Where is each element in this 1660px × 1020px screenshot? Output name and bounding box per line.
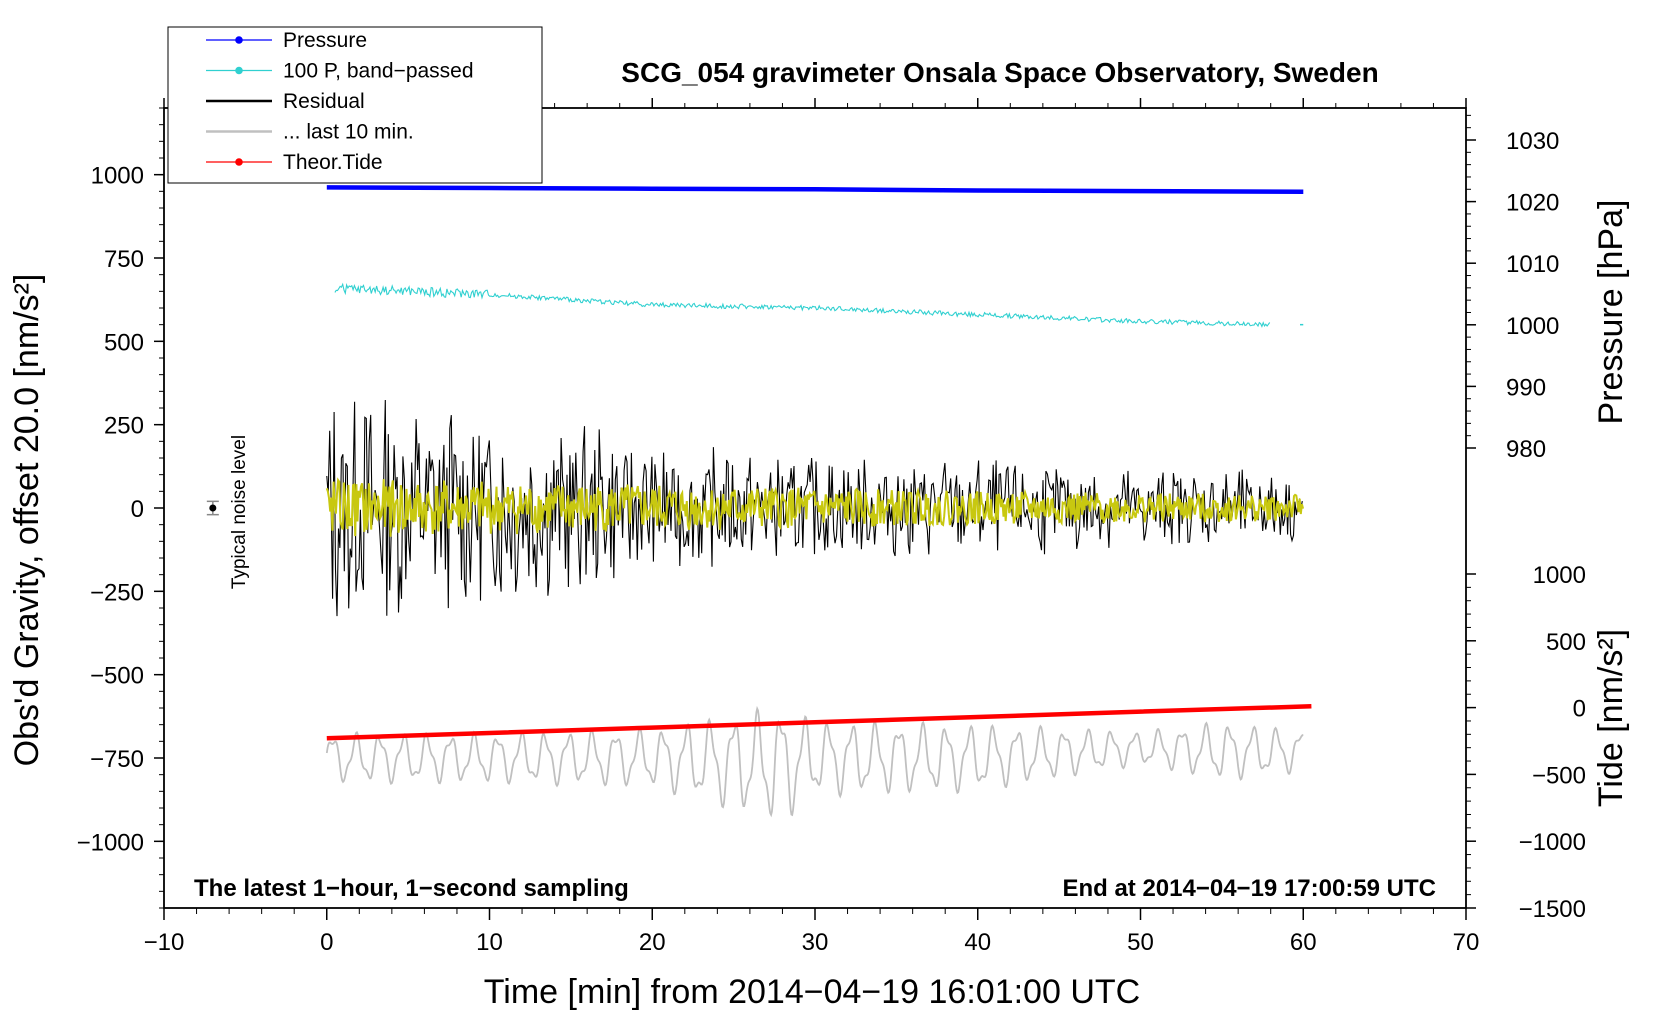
legend-swatch-marker	[235, 66, 243, 75]
x-tick-label: 70	[1453, 929, 1480, 956]
tide-tick-label: 1000	[1533, 562, 1586, 589]
y-tick-label-left: −1000	[77, 829, 144, 856]
y-axis-title-pressure: Pressure [hPa]	[1592, 200, 1630, 425]
legend-label: ... last 10 min.	[283, 121, 414, 144]
tide-tick-label: −500	[1532, 762, 1586, 789]
y-tick-label-left: −750	[90, 746, 144, 773]
pressure-tick-label: 980	[1506, 436, 1546, 463]
legend-label: Residual	[283, 90, 365, 113]
y-tick-label-left: 250	[104, 413, 144, 440]
pressure-tick-label: 1020	[1506, 190, 1559, 217]
legend-label: Theor.Tide	[283, 151, 383, 174]
y-tick-label-left: −500	[90, 663, 144, 690]
tide-tick-label: 500	[1546, 629, 1586, 656]
note-sampling: The latest 1−hour, 1−second sampling	[194, 875, 629, 902]
y-tick-label-left: 1000	[91, 163, 144, 190]
x-tick-label: 10	[476, 929, 503, 956]
legend-label: Pressure	[283, 29, 367, 52]
x-tick-label: 20	[639, 929, 666, 956]
legend: Pressure 100 P, band−passed Residual ... la…	[167, 26, 543, 184]
legend-box	[167, 26, 543, 184]
x-tick-label: 0	[320, 929, 333, 956]
y-tick-label-left: 750	[104, 246, 144, 273]
series-residual	[326, 399, 1303, 617]
y-tick-label-left: 500	[104, 329, 144, 356]
y-tick-label-left: −250	[90, 579, 144, 606]
series-band-passed-pressure	[334, 282, 1271, 328]
legend-swatch-marker	[235, 36, 243, 44]
tide-tick-label: −1000	[1519, 829, 1586, 856]
axes-layer: −10 0 10 20 30 40 50 60 7010007505002500−250−500…	[77, 98, 1586, 956]
note-end-time: End at 2014−04−19 17:00:59 UTC	[1062, 875, 1436, 902]
legend-swatch-marker	[235, 158, 243, 166]
series-last-10-min	[325, 705, 1304, 818]
pressure-tick-label: 1030	[1506, 128, 1559, 155]
y-tick-label-left: 0	[131, 496, 144, 523]
x-axis-title: Time [min] from 2014−04−19 16:01:00 UTC	[484, 973, 1140, 1011]
tide-tick-label: −1500	[1519, 896, 1586, 923]
x-tick-label: 40	[964, 929, 991, 956]
pressure-tick-label: 1010	[1506, 251, 1559, 278]
y-axis-title-tide: Tide [nm/s²]	[1592, 629, 1630, 807]
series-layer	[206, 185, 1312, 818]
noise-marker	[209, 504, 217, 512]
tide-tick-label: 0	[1573, 696, 1586, 723]
pressure-tick-label: 1000	[1506, 313, 1559, 340]
y-axis-title-left: Obs'd Gravity, offset 20.0 [nm/s²]	[8, 274, 46, 767]
series-theor-tide	[326, 704, 1312, 741]
series-pressure	[326, 185, 1304, 194]
noise-level-label: Typical noise level	[229, 435, 250, 589]
x-tick-label: 50	[1127, 929, 1154, 956]
x-tick-label: 60	[1290, 929, 1317, 956]
series-residual-smoothed	[325, 477, 1305, 537]
chart-title: SCG_054 gravimeter Onsala Space Observat…	[621, 57, 1378, 88]
legend-label: 100 P, band−passed	[283, 60, 474, 83]
x-tick-label: −10	[144, 929, 185, 956]
x-tick-label: 30	[802, 929, 829, 956]
pressure-tick-label: 990	[1506, 374, 1546, 401]
